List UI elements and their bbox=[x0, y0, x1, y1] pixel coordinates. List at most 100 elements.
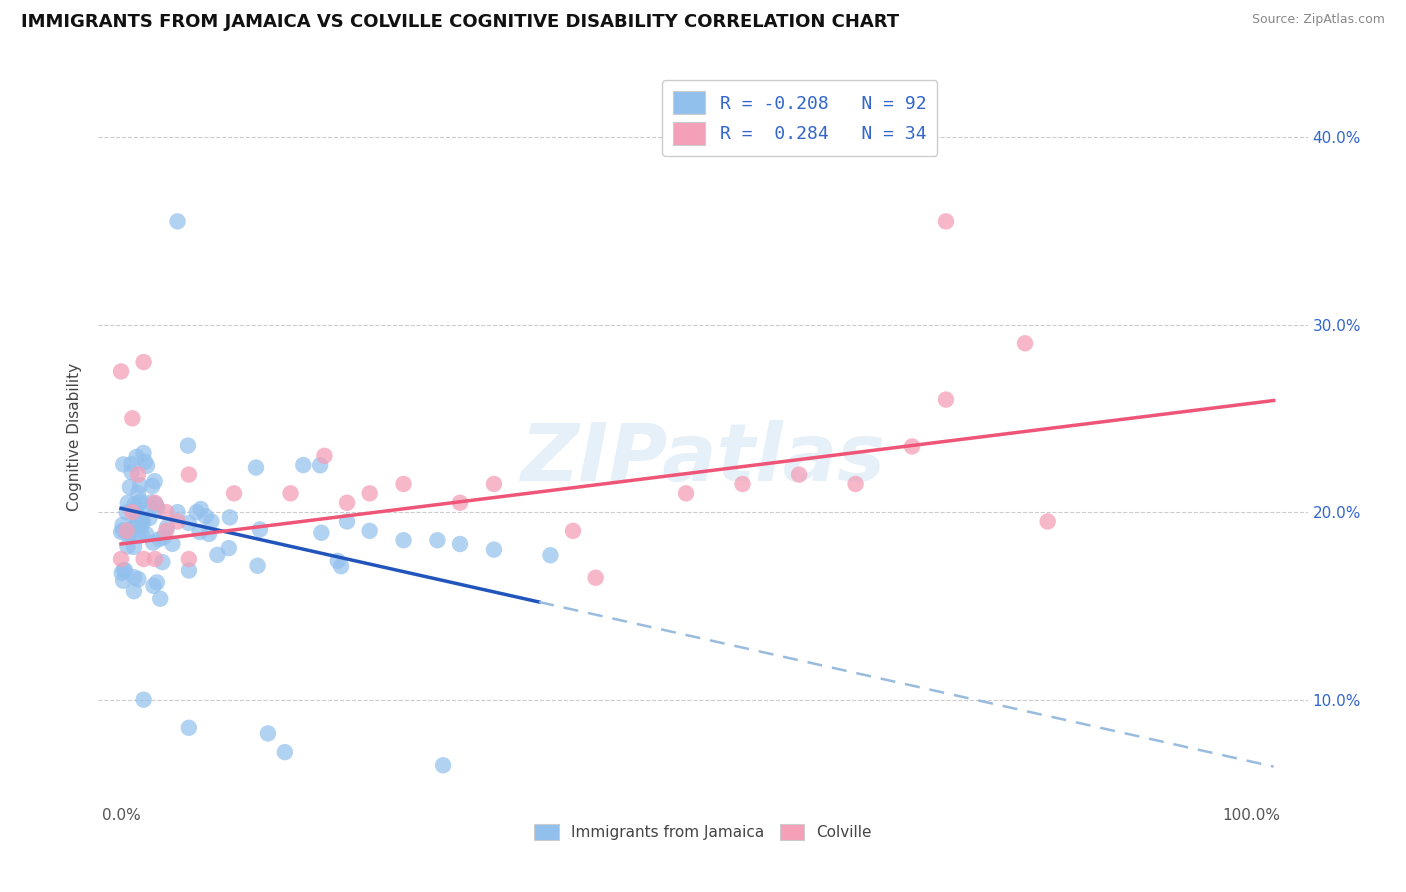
Point bbox=[127, 467, 149, 482]
Point bbox=[112, 458, 135, 472]
Point bbox=[177, 564, 200, 578]
Point bbox=[935, 214, 957, 228]
Point bbox=[111, 524, 134, 538]
Point bbox=[125, 519, 148, 533]
Point bbox=[177, 467, 200, 482]
Point bbox=[194, 509, 217, 524]
Point bbox=[142, 535, 165, 549]
Point bbox=[128, 528, 150, 542]
Point bbox=[132, 552, 155, 566]
Point bbox=[115, 505, 138, 519]
Point bbox=[110, 364, 132, 378]
Point bbox=[120, 525, 142, 540]
Point bbox=[198, 527, 221, 541]
Point bbox=[207, 548, 229, 562]
Point bbox=[142, 579, 165, 593]
Point bbox=[141, 495, 163, 509]
Point bbox=[218, 541, 240, 555]
Point bbox=[127, 572, 149, 586]
Point bbox=[155, 524, 177, 538]
Point bbox=[122, 520, 145, 534]
Point bbox=[124, 497, 146, 511]
Point bbox=[585, 571, 607, 585]
Point bbox=[115, 524, 138, 538]
Point bbox=[359, 486, 381, 500]
Point bbox=[131, 528, 153, 542]
Point bbox=[143, 496, 166, 510]
Point bbox=[132, 515, 155, 529]
Point bbox=[336, 496, 359, 510]
Point bbox=[1036, 515, 1059, 529]
Point bbox=[127, 486, 149, 500]
Point bbox=[114, 564, 136, 578]
Point bbox=[901, 440, 924, 454]
Point bbox=[125, 450, 148, 464]
Point bbox=[218, 510, 240, 524]
Point bbox=[112, 574, 135, 588]
Point bbox=[249, 523, 271, 537]
Point bbox=[111, 517, 134, 532]
Point bbox=[138, 511, 160, 525]
Point bbox=[280, 486, 302, 500]
Point bbox=[392, 477, 415, 491]
Point bbox=[314, 449, 336, 463]
Y-axis label: Cognitive Disability: Cognitive Disability bbox=[67, 363, 83, 511]
Point bbox=[129, 478, 152, 492]
Legend: Immigrants from Jamaica, Colville: Immigrants from Jamaica, Colville bbox=[529, 817, 877, 847]
Point bbox=[190, 502, 212, 516]
Point bbox=[188, 525, 211, 540]
Point bbox=[359, 524, 381, 538]
Point bbox=[146, 575, 169, 590]
Point bbox=[787, 467, 810, 482]
Point bbox=[128, 496, 150, 510]
Point bbox=[292, 458, 315, 472]
Point bbox=[177, 439, 200, 453]
Point bbox=[110, 552, 132, 566]
Point bbox=[186, 505, 208, 519]
Point bbox=[112, 563, 135, 577]
Point bbox=[935, 392, 957, 407]
Point bbox=[141, 479, 163, 493]
Point bbox=[121, 465, 143, 479]
Point bbox=[125, 507, 148, 521]
Point bbox=[125, 501, 148, 516]
Point bbox=[149, 591, 172, 606]
Point bbox=[166, 515, 188, 529]
Point bbox=[257, 726, 280, 740]
Point bbox=[274, 745, 297, 759]
Point bbox=[121, 411, 143, 425]
Point bbox=[177, 516, 200, 530]
Point bbox=[330, 559, 353, 574]
Point bbox=[129, 515, 152, 529]
Point bbox=[127, 513, 149, 527]
Point bbox=[246, 558, 269, 573]
Point bbox=[449, 537, 471, 551]
Text: Source: ZipAtlas.com: Source: ZipAtlas.com bbox=[1251, 13, 1385, 27]
Point bbox=[166, 505, 188, 519]
Point bbox=[200, 515, 222, 529]
Point bbox=[562, 524, 585, 538]
Point bbox=[118, 480, 141, 494]
Point bbox=[131, 517, 153, 532]
Point bbox=[127, 510, 149, 524]
Text: ZIPatlas: ZIPatlas bbox=[520, 420, 886, 498]
Point bbox=[136, 458, 159, 473]
Point bbox=[326, 554, 349, 568]
Point bbox=[675, 486, 697, 500]
Point bbox=[538, 548, 561, 562]
Point bbox=[152, 530, 174, 544]
Point bbox=[134, 455, 156, 469]
Point bbox=[336, 515, 359, 529]
Point bbox=[309, 458, 332, 473]
Point bbox=[449, 496, 471, 510]
Point bbox=[110, 524, 132, 539]
Point bbox=[132, 355, 155, 369]
Point bbox=[145, 498, 167, 512]
Point bbox=[122, 540, 145, 554]
Point bbox=[117, 496, 139, 510]
Point bbox=[132, 446, 155, 460]
Point bbox=[177, 721, 200, 735]
Point bbox=[117, 527, 139, 541]
Point bbox=[122, 570, 145, 584]
Point bbox=[155, 505, 177, 519]
